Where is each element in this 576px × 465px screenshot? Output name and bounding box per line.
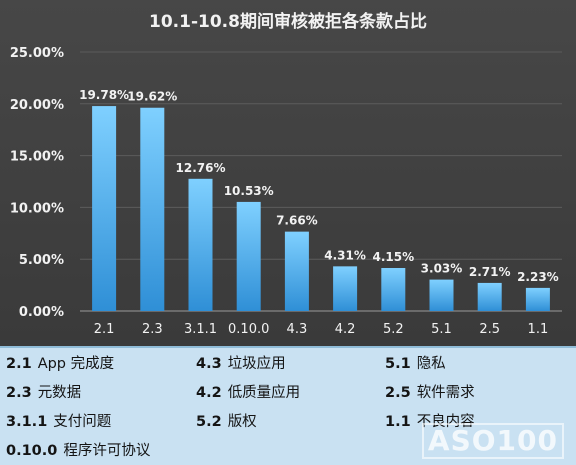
data-label: 2.71% (469, 265, 511, 279)
legend-item: 0.10.0 程序许可协议 (6, 439, 150, 460)
legend-code: 2.3 (6, 385, 32, 401)
x-tick-label: 5.2 (383, 322, 404, 337)
y-axis-ticks: 0.00% 5.00% 10.00% 15.00% 20.00% 25.00% (10, 46, 64, 320)
data-label: 12.76% (176, 161, 226, 175)
chart-title: 10.1-10.8期间审核被拒各条款占比 (149, 11, 427, 32)
bar (236, 201, 261, 311)
legend-label: 隐私 (416, 356, 446, 372)
legend-item: 5.2 版权 (196, 410, 257, 431)
legend-label: 不良内容 (416, 414, 475, 430)
y-tick-label: 0.00% (19, 305, 64, 320)
bar (525, 287, 550, 311)
x-tick-label: 2.5 (479, 322, 500, 337)
legend-item: 2.1 App 完成度 (6, 352, 114, 373)
x-tick-label: 2.3 (142, 322, 163, 337)
legend-label: 元数据 (37, 385, 82, 401)
legend-code: 3.1.1 (6, 414, 48, 430)
legend-item: 3.1.1 支付问题 (6, 410, 111, 431)
legend-item: 4.3 垃圾应用 (196, 352, 286, 373)
legend-item: 1.1 不良内容 (385, 410, 475, 431)
x-tick-label: 3.1.1 (184, 322, 217, 337)
y-tick-label: 20.00% (10, 98, 64, 113)
y-tick-label: 25.00% (10, 46, 64, 61)
legend-item: 2.5 软件需求 (385, 381, 475, 402)
legend-item: 5.1 隐私 (385, 352, 446, 373)
bar (284, 231, 309, 311)
data-label: 19.62% (127, 90, 177, 104)
data-labels: 19.78%19.62% 12.76% 10.53% 7.66% 4.31% 4.15% 3… (79, 88, 559, 284)
y-tick-label: 10.00% (10, 201, 64, 216)
legend-code: 4.2 (196, 385, 222, 401)
chart-panel: 10.1-10.8期间审核被拒各条款占比 0.00% 5.00% 10.00% 15.… (0, 0, 576, 346)
bar (429, 279, 454, 311)
legend-label: 软件需求 (416, 385, 475, 401)
legend-code: 2.5 (385, 385, 411, 401)
legend-panel: 2.1 App 完成度 2.3 元数据 3.1.1 支付问题 0.10.0 程序许可协议 4.3… (0, 346, 576, 465)
legend-code: 5.1 (385, 356, 411, 372)
legend-code: 4.3 (196, 356, 222, 372)
legend-item: 2.3 元数据 (6, 381, 81, 402)
legend-label: App 完成度 (37, 356, 115, 372)
bar (140, 107, 165, 311)
legend-item: 4.2 低质量应用 (196, 381, 300, 402)
legend-code: 0.10.0 (6, 443, 58, 459)
bar (188, 178, 213, 311)
legend-label: 版权 (227, 414, 257, 430)
x-tick-label: 5.1 (431, 322, 452, 337)
legend-label: 垃圾应用 (227, 356, 286, 372)
x-tick-label: 4.2 (335, 322, 356, 337)
data-label: 3.03% (421, 262, 463, 276)
legend-code: 1.1 (385, 414, 411, 430)
legend-code: 2.1 (6, 356, 32, 372)
bar-chart: 10.1-10.8期间审核被拒各条款占比 0.00% 5.00% 10.00% 15.… (10, 11, 562, 337)
y-tick-label: 15.00% (10, 150, 64, 165)
x-tick-label: 4.3 (287, 322, 308, 337)
x-tick-label: 1.1 (528, 322, 549, 337)
legend-code: 5.2 (196, 414, 222, 430)
x-axis-ticks: 2.1 2.3 3.1.1 0.10.0 4.3 4.2 5.2 5.1 2.5 1.1 (94, 322, 548, 337)
data-label: 19.78% (79, 88, 129, 102)
bars (92, 106, 550, 312)
x-tick-label: 0.10.0 (228, 322, 269, 337)
bar (477, 282, 502, 311)
legend-label: 低质量应用 (227, 385, 301, 401)
data-label: 10.53% (224, 184, 274, 198)
data-label: 7.66% (276, 214, 318, 228)
data-label: 4.15% (372, 250, 414, 264)
legend-label: 支付问题 (53, 414, 112, 430)
legend-label: 程序许可协议 (63, 443, 151, 459)
x-tick-label: 2.1 (94, 322, 115, 337)
watermark-logo: ASO100 (421, 423, 564, 459)
bar (333, 266, 358, 311)
y-tick-label: 5.00% (19, 253, 64, 268)
data-label: 2.23% (517, 270, 559, 284)
bar (381, 268, 406, 311)
bar (92, 106, 117, 312)
data-label: 4.31% (324, 248, 366, 262)
